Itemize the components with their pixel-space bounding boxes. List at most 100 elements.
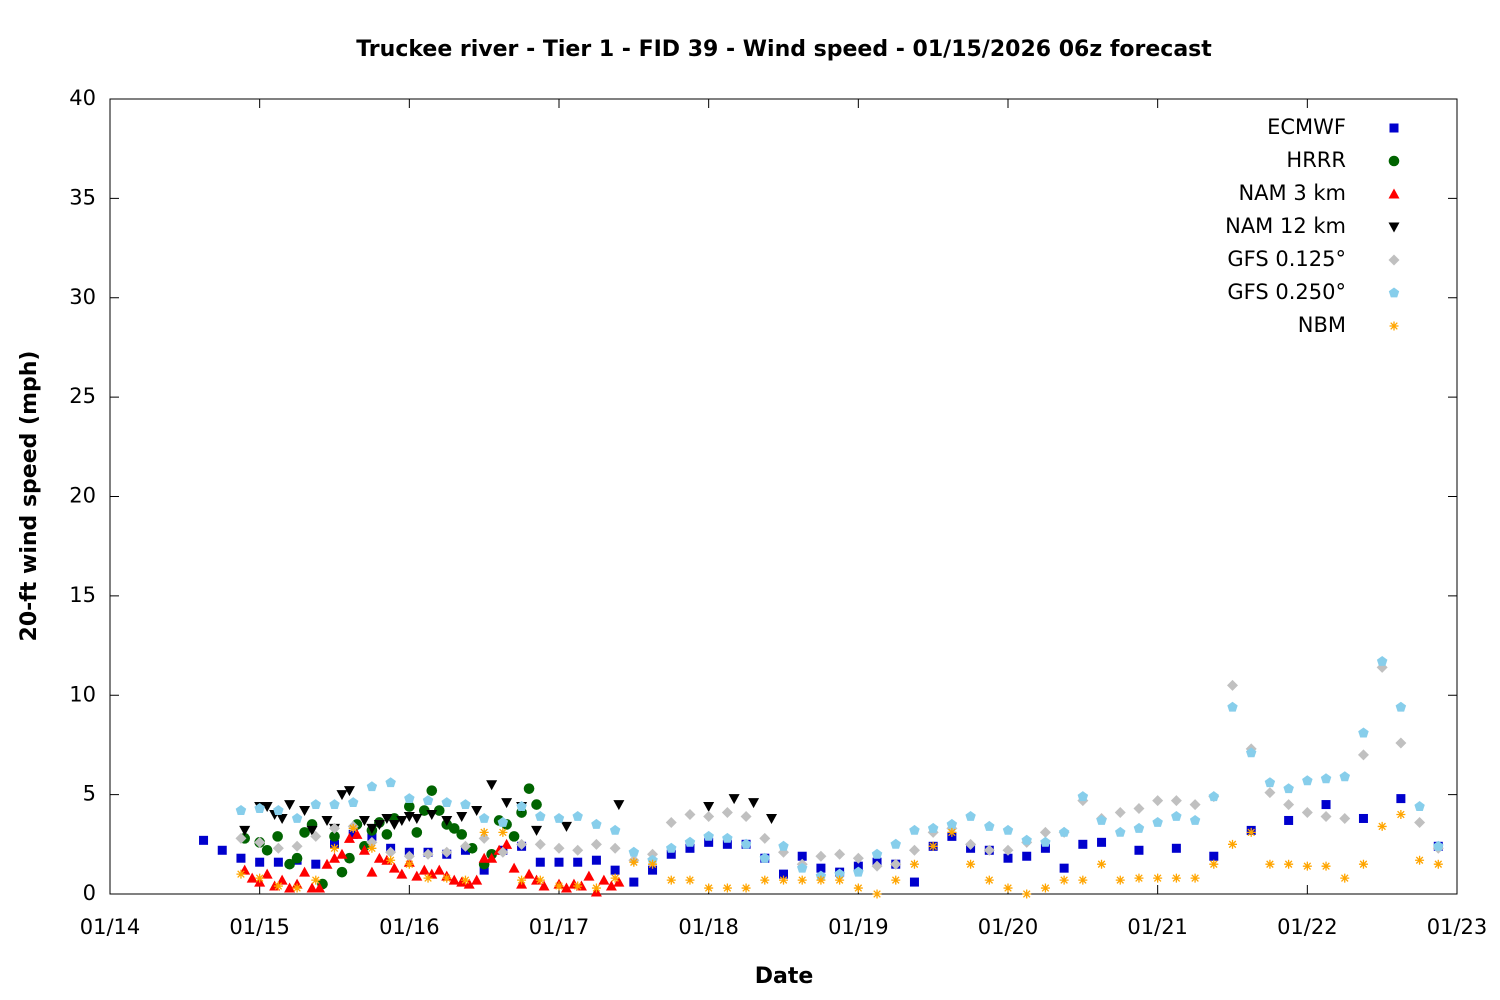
data-point <box>1078 875 1088 885</box>
data-point <box>1283 799 1295 811</box>
data-point <box>386 855 396 865</box>
data-point <box>1097 859 1107 869</box>
data-point <box>554 881 564 891</box>
y-tick-label: 40 <box>69 86 96 110</box>
legend-marker <box>1388 222 1400 233</box>
data-point <box>965 811 976 821</box>
data-point <box>501 798 513 809</box>
data-point <box>909 859 919 869</box>
data-point <box>1415 855 1425 865</box>
data-point <box>311 859 321 869</box>
data-point <box>740 810 752 822</box>
data-point <box>385 777 396 788</box>
data-point <box>426 868 438 879</box>
data-point <box>330 843 339 853</box>
data-point <box>703 802 715 813</box>
data-point <box>531 799 542 810</box>
data-point <box>1264 787 1276 799</box>
data-point <box>1170 795 1182 807</box>
data-point <box>1395 701 1407 712</box>
data-point <box>628 846 640 857</box>
data-point <box>1002 824 1014 835</box>
chart-title: Truckee river - Tier 1 - FID 39 - Wind s… <box>356 37 1212 62</box>
data-point <box>560 821 572 832</box>
data-point <box>554 857 564 867</box>
data-point <box>404 793 415 803</box>
data-point <box>572 811 583 821</box>
data-point <box>1040 843 1050 853</box>
data-point <box>778 840 789 851</box>
data-point <box>235 805 247 815</box>
legend-label: NAM 3 km <box>1238 181 1346 205</box>
data-point <box>261 802 273 813</box>
data-point <box>572 844 584 856</box>
data-point <box>909 824 920 835</box>
data-point <box>1003 853 1013 863</box>
x-tick-label: 01/17 <box>529 915 590 939</box>
data-point <box>358 815 370 826</box>
data-point <box>685 875 695 885</box>
data-point <box>1114 807 1126 819</box>
data-point <box>1171 843 1181 853</box>
data-point <box>1097 837 1107 847</box>
data-point <box>1152 795 1164 807</box>
data-point <box>779 875 788 885</box>
legend-label: HRRR <box>1286 148 1346 172</box>
data-point <box>284 800 296 811</box>
data-point <box>422 848 434 860</box>
data-point <box>299 806 311 817</box>
data-point <box>479 827 489 837</box>
data-point <box>704 837 714 847</box>
data-point <box>329 822 340 834</box>
data-point <box>1022 851 1032 861</box>
data-point <box>590 838 602 850</box>
data-point <box>583 870 595 881</box>
data-point <box>909 877 919 887</box>
data-point <box>1339 812 1351 824</box>
data-point <box>1264 777 1276 788</box>
data-point <box>273 881 283 891</box>
data-point <box>471 806 483 817</box>
data-point <box>523 868 535 879</box>
data-point <box>1377 821 1387 831</box>
data-point <box>486 852 498 863</box>
data-point <box>1414 801 1425 811</box>
legend-label: NBM <box>1298 313 1346 337</box>
data-point <box>1059 863 1069 873</box>
x-tick-label: 01/23 <box>1427 915 1488 939</box>
data-point <box>538 880 550 891</box>
data-point <box>517 875 527 885</box>
data-point <box>684 836 696 847</box>
data-point <box>373 819 385 830</box>
legend-label: ECMWF <box>1267 115 1346 139</box>
data-point <box>343 786 355 797</box>
data-point <box>613 876 625 887</box>
data-point <box>779 869 788 879</box>
data-point <box>336 790 348 801</box>
legend-marker <box>1389 123 1399 133</box>
data-point <box>306 825 318 836</box>
data-point <box>255 873 265 883</box>
data-point <box>411 827 423 838</box>
data-point <box>508 862 520 873</box>
data-point <box>966 859 976 869</box>
data-point <box>261 868 273 879</box>
data-point <box>890 858 902 870</box>
data-point <box>890 838 901 849</box>
data-point <box>797 851 807 861</box>
data-point <box>478 852 490 863</box>
data-point <box>928 841 938 851</box>
data-point <box>1227 701 1238 712</box>
data-point <box>336 848 348 859</box>
data-point <box>534 838 546 850</box>
data-point <box>329 831 340 842</box>
data-point <box>348 829 358 839</box>
data-point <box>261 844 273 856</box>
data-point <box>460 875 470 885</box>
x-tick-label: 01/19 <box>828 915 889 939</box>
data-point <box>422 795 434 805</box>
data-point <box>343 832 355 843</box>
data-point <box>314 882 326 893</box>
data-point <box>648 865 658 875</box>
y-tick-label: 15 <box>69 583 96 607</box>
